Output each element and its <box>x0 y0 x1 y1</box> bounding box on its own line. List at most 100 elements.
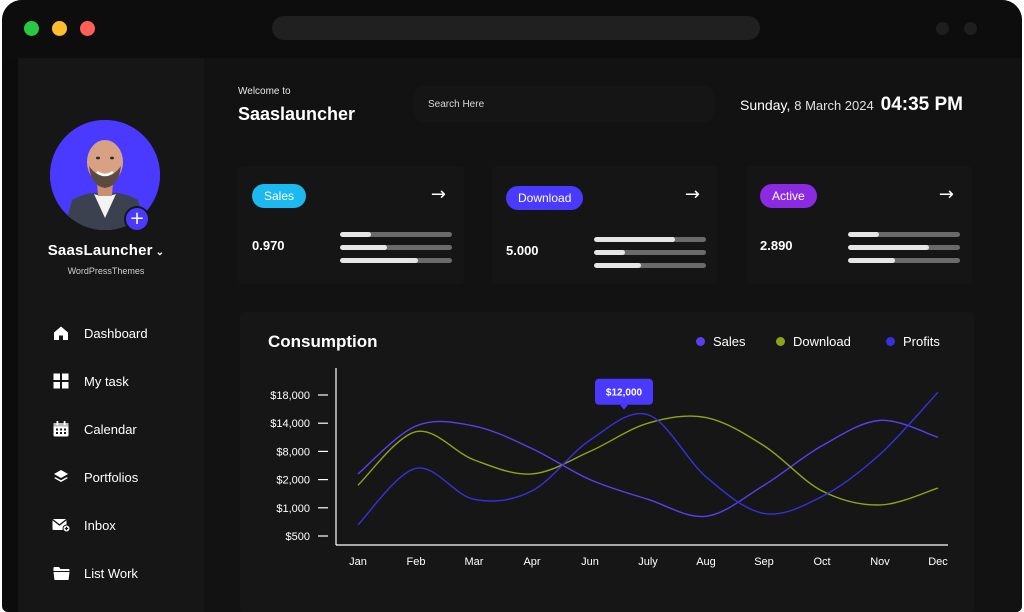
x-tick-label: Aug <box>696 556 716 568</box>
x-tick-label: Jun <box>581 556 599 568</box>
sidebar-item-label: Portfolios <box>84 469 139 485</box>
window-control-icon[interactable] <box>964 22 977 35</box>
maximize-window-button[interactable] <box>80 21 95 36</box>
x-tick-label: Dec <box>928 556 948 568</box>
download-badge[interactable]: Download <box>506 186 584 210</box>
progress-bar <box>848 232 960 237</box>
x-tick-label: Mar <box>465 556 484 568</box>
y-tick-label: $2,000 <box>276 475 310 487</box>
sidebar-item-calendar[interactable]: Calendar <box>52 417 202 441</box>
legend-label: Download <box>793 334 851 349</box>
window-control-icon[interactable] <box>936 22 949 35</box>
arrow-right-icon[interactable]: → <box>684 184 700 205</box>
grid-icon <box>52 372 70 390</box>
x-tick-label: Oct <box>813 556 830 568</box>
sales-badge[interactable]: Sales <box>252 184 307 208</box>
y-tick-label: $500 <box>286 531 310 543</box>
main-content: Welcome to Saaslauncher Sunday, 8 March … <box>204 58 1022 612</box>
date-label: 8 March 2024 <box>794 98 874 113</box>
y-tick-label: $8,000 <box>276 446 310 458</box>
legend-sales[interactable]: Sales <box>696 334 746 349</box>
series-line-sales[interactable] <box>357 419 939 518</box>
close-window-button[interactable] <box>24 21 39 36</box>
stat-card-download[interactable]: Download → 5.000 <box>492 166 718 284</box>
sidebar-item-label: Inbox <box>84 517 116 533</box>
progress-bar <box>594 263 706 268</box>
progress-fill <box>340 232 372 237</box>
username-label: SaasLauncher <box>47 242 153 259</box>
progress-fill <box>594 250 626 255</box>
time-label: 04:35 PM <box>880 94 963 115</box>
legend-dot <box>696 337 705 346</box>
sidebar-item-inbox[interactable]: Inbox <box>52 513 202 537</box>
progress-bar <box>594 237 706 242</box>
progress-bars <box>340 232 452 271</box>
profile-photo <box>50 120 160 230</box>
welcome-text: Welcome to <box>238 86 291 97</box>
progress-bar <box>340 245 452 250</box>
layers-icon <box>52 468 70 486</box>
line-chart: $500 $1,000 $2,000 $8,000 $14,000 $18,000 Jan… <box>270 368 948 568</box>
progress-bars <box>848 232 960 271</box>
sidebar-item-label: My task <box>84 373 129 389</box>
x-tick-label: Jan <box>349 556 367 568</box>
avatar[interactable] <box>50 120 160 230</box>
sidebar-item-my-task[interactable]: My task <box>52 369 202 393</box>
progress-fill <box>848 258 896 263</box>
sidebar-item-label: Calendar <box>84 421 137 437</box>
progress-fill <box>594 237 675 242</box>
stat-value: 2.890 <box>760 238 793 253</box>
legend-label: Sales <box>713 334 746 349</box>
tooltip-pointer <box>620 404 628 410</box>
tooltip-label: $12,000 <box>606 388 643 399</box>
legend-dot <box>776 337 785 346</box>
active-badge[interactable]: Active <box>760 184 817 208</box>
legend-download[interactable]: Download <box>776 334 851 349</box>
calendar-icon <box>52 420 70 438</box>
x-tick-label: July <box>638 556 658 568</box>
arrow-right-icon[interactable]: → <box>938 184 954 205</box>
stat-value: 0.970 <box>252 238 285 253</box>
legend-label: Profits <box>903 334 940 349</box>
date-time: Sunday, 8 March 2024 04:35 PM <box>740 94 963 116</box>
progress-fill <box>848 232 880 237</box>
mail-icon <box>52 516 70 534</box>
stat-card-sales[interactable]: Sales → 0.970 <box>238 166 464 284</box>
progress-fill <box>340 258 419 263</box>
sidebar-item-list-work[interactable]: List Work <box>52 561 202 585</box>
progress-bar <box>848 258 960 263</box>
progress-fill <box>340 245 388 250</box>
username-dropdown[interactable]: SaasLauncher ⌄ <box>18 242 194 259</box>
legend-dot <box>886 337 895 346</box>
x-tick-label: Apr <box>523 556 540 568</box>
minimize-window-button[interactable] <box>52 21 67 36</box>
sidebar-item-label: Dashboard <box>84 325 148 341</box>
series-line-download[interactable] <box>357 415 939 506</box>
series-line-profits[interactable] <box>357 391 939 526</box>
y-tick-label: $14,000 <box>270 418 310 430</box>
x-tick-label: Sep <box>754 556 774 568</box>
page-title: Saaslauncher <box>238 104 356 124</box>
sidebar-item-portfolios[interactable]: Portfolios <box>52 465 202 489</box>
day-label: Sunday, <box>740 97 791 113</box>
progress-bar <box>340 232 452 237</box>
progress-bar <box>340 258 452 263</box>
add-photo-button[interactable]: + <box>124 206 150 232</box>
tooltip-box <box>595 378 653 405</box>
home-icon <box>52 324 70 342</box>
consumption-chart-card: Consumption Sales Download Profits $500 $… <box>240 312 974 612</box>
progress-bar <box>848 245 960 250</box>
folder-icon <box>52 564 70 582</box>
progress-bar <box>594 250 706 255</box>
arrow-right-icon[interactable]: → <box>430 184 446 205</box>
progress-fill <box>594 263 642 268</box>
address-bar[interactable] <box>272 16 760 40</box>
search-input[interactable] <box>414 86 714 122</box>
progress-fill <box>848 245 929 250</box>
chart-title: Consumption <box>268 332 378 351</box>
legend-profits[interactable]: Profits <box>886 334 940 349</box>
y-tick-label: $1,000 <box>276 503 310 515</box>
stat-card-active[interactable]: Active → 2.890 <box>746 166 972 284</box>
sidebar-item-dashboard[interactable]: Dashboard <box>52 321 202 345</box>
